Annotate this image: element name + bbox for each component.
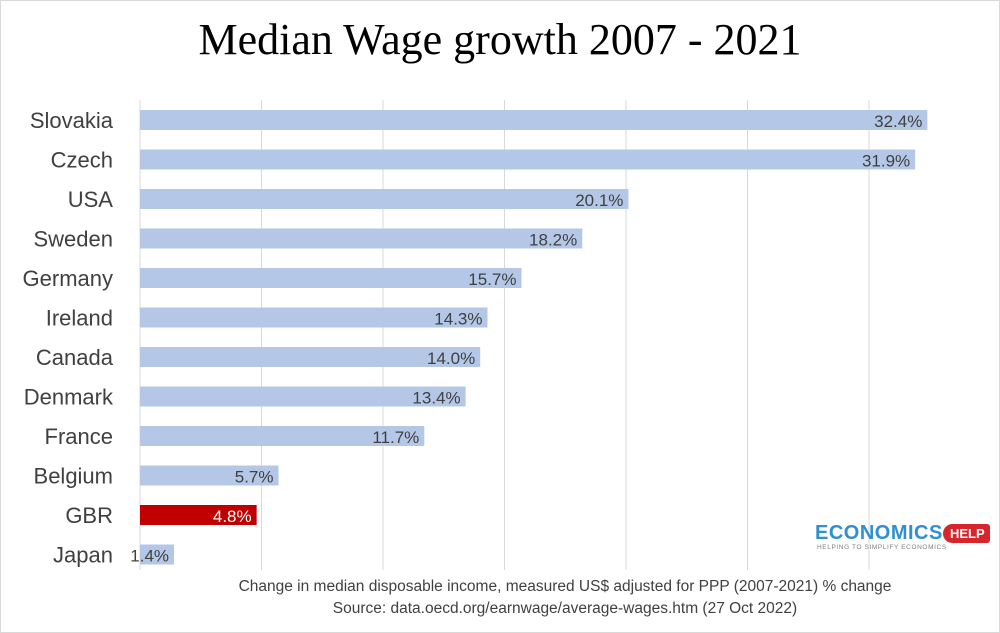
category-label: Belgium [34,464,113,489]
bar [140,465,279,486]
chart-title: Median Wage growth 2007 - 2021 [198,15,802,64]
data-label: 31.9% [862,152,910,171]
bar [140,149,916,170]
category-label: Denmark [24,385,114,410]
data-label: 14.3% [434,310,482,329]
category-label: USA [68,187,114,212]
bar [140,307,488,328]
bar [140,228,583,249]
data-label: 13.4% [412,389,460,408]
bar [140,268,522,288]
bar [140,426,425,446]
logo-word: ECONOMICS [815,522,943,544]
bar [140,189,629,209]
category-label: Canada [36,345,114,370]
data-label: 15.7% [468,270,516,289]
footnote-line-1: Change in median disposable income, meas… [238,578,892,595]
category-label: GBR [65,503,113,528]
category-label: Slovakia [30,108,114,133]
economics-help-logo: ECONOMICS HELP HELPING TO SIMPLIFY ECONO… [815,522,990,556]
bar [140,386,466,407]
logo-badge: HELP [943,524,990,543]
logo-tagline: HELPING TO SIMPLIFY ECONOMICS [817,544,947,551]
bar [140,544,175,565]
data-label: 20.1% [575,191,623,210]
category-label: Ireland [46,306,113,331]
bar [140,110,928,130]
category-label: Japan [53,543,113,568]
data-label: 14.0% [427,349,475,368]
bar-highlight [140,505,257,525]
data-label: 32.4% [874,112,922,131]
footnote-line-2: Source: data.oecd.org/earnwage/average-w… [332,600,798,617]
category-label: France [45,424,113,449]
category-label: Germany [23,266,113,291]
data-label: 11.7% [372,428,419,447]
data-label: 4.8% [213,507,252,526]
data-label: 5.7% [235,468,274,487]
data-label: 1.4% [130,547,169,566]
category-label: Sweden [33,227,113,252]
bar [140,347,481,367]
data-label: 18.2% [529,231,577,250]
chart-footnote: Change in median disposable income, meas… [0,576,1000,620]
category-label: Czech [51,148,113,173]
